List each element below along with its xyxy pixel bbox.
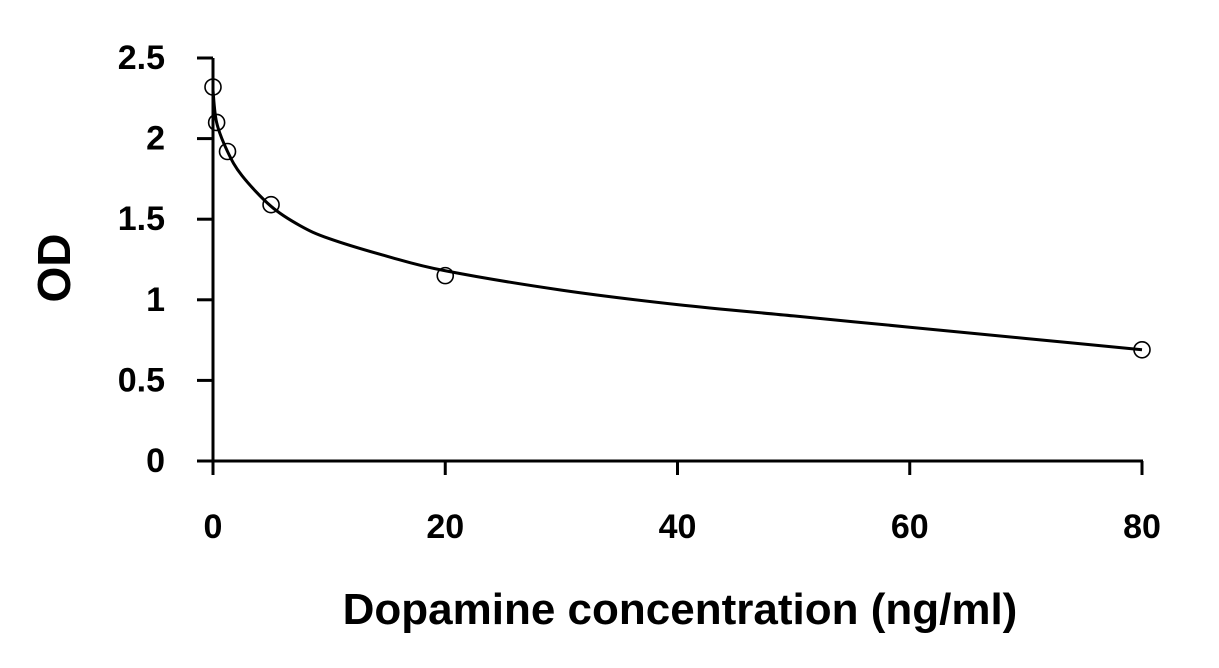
x-tick-label: 20 — [426, 508, 464, 546]
x-tick-label: 60 — [891, 508, 929, 546]
data-point — [207, 113, 226, 132]
x-tick-label: 80 — [1123, 508, 1161, 546]
y-tick-label: 0 — [146, 442, 165, 480]
y-tick-label: 2.5 — [118, 39, 165, 77]
data-point — [218, 142, 237, 161]
y-tick-label: 1 — [146, 281, 165, 319]
x-axis-title: Dopamine concentration (ng/ml) — [343, 585, 1018, 634]
curve-layer — [211, 90, 1143, 352]
y-tick-label: 1.5 — [118, 200, 165, 238]
data-point — [262, 195, 280, 214]
data-point — [1133, 340, 1151, 359]
data-point — [204, 78, 222, 96]
data-point — [436, 266, 455, 285]
fit-curve — [211, 90, 1143, 352]
axes — [211, 58, 1143, 463]
x-tick-labels: 0 20 40 60 80 — [204, 508, 1161, 546]
x-tick-label: 0 — [204, 508, 223, 546]
x-tick-label: 40 — [659, 508, 697, 546]
y-tick-labels: 0 0.5 1 1.5 2 2.5 — [118, 39, 165, 480]
points-layer — [204, 78, 1151, 359]
y-axis-title: OD — [28, 234, 80, 303]
ticks — [197, 56, 1144, 475]
y-tick-label: 2 — [146, 120, 165, 158]
y-tick-label: 0.5 — [118, 361, 165, 399]
